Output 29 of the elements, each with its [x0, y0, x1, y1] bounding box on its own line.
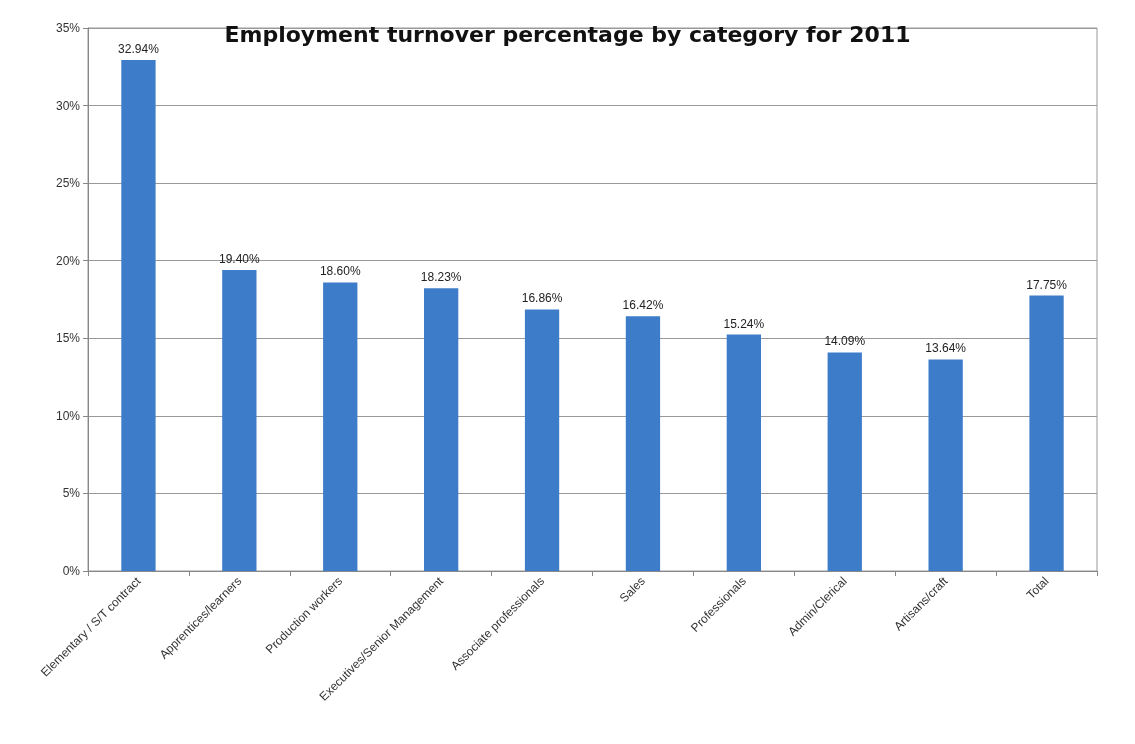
bar [827, 352, 862, 571]
bar [323, 282, 358, 571]
y-tick-label: 20% [55, 253, 81, 268]
data-label: 16.86% [521, 291, 563, 306]
y-tick-label: 30% [55, 98, 81, 113]
y-tick-label: 0% [62, 564, 81, 578]
y-tick-label: 10% [55, 408, 81, 423]
bar [424, 288, 459, 571]
data-label: 16.42% [622, 298, 664, 313]
bar [121, 59, 156, 571]
data-label: 18.23% [420, 270, 462, 285]
bar [625, 316, 661, 571]
bar [222, 270, 257, 571]
bar [524, 309, 560, 571]
data-label: 32.94% [118, 41, 160, 56]
y-tick-label: 15% [55, 331, 81, 346]
data-label: 18.60% [319, 264, 361, 279]
y-tick-label: 5% [62, 486, 81, 501]
data-label: 14.09% [824, 334, 866, 349]
data-label: 17.75% [1026, 277, 1068, 292]
data-label: 19.40% [219, 252, 261, 267]
bar [726, 334, 761, 571]
data-label: 13.64% [925, 341, 967, 356]
y-tick-label: 25% [55, 176, 81, 191]
bar [1029, 295, 1064, 571]
y-tick-label: 35% [55, 21, 81, 35]
chart-title: Employment turnover percentage by category for 2011 [224, 21, 911, 47]
bar [928, 359, 963, 571]
data-label: 15.24% [723, 316, 765, 331]
